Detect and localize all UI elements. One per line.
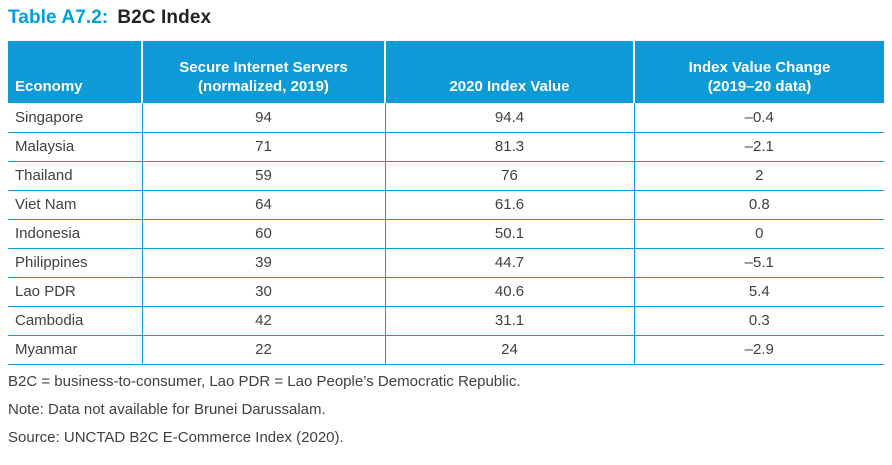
col-header-2020-index: 2020 Index Value (384, 41, 634, 103)
table-row: Philippines 39 44.7 –5.1 (8, 248, 884, 278)
index-cell: 61.6 (384, 190, 634, 220)
col-header-index-change: Index Value Change (2019–20 data) (633, 41, 884, 103)
table-row: Viet Nam 64 61.6 0.8 (8, 190, 884, 220)
index-cell: 76 (384, 161, 634, 191)
index-cell: 44.7 (384, 248, 634, 278)
table-row: Myanmar 22 24 –2.9 (8, 335, 884, 365)
table-header: Economy Secure Internet Servers (normali… (8, 41, 884, 103)
index-cell: 31.1 (384, 306, 634, 336)
table-notes: B2C = business-to-consumer, Lao PDR = La… (8, 373, 884, 447)
change-cell: 0 (633, 219, 884, 249)
economy-cell: Indonesia (8, 219, 142, 249)
economy-cell: Lao PDR (8, 277, 142, 307)
table-row: Lao PDR 30 40.6 5.4 (8, 277, 884, 307)
servers-cell: 94 (141, 103, 385, 133)
index-cell: 94.4 (384, 103, 634, 133)
header-row: Economy Secure Internet Servers (normali… (8, 41, 884, 103)
index-cell: 81.3 (384, 132, 634, 162)
economy-cell: Malaysia (8, 132, 142, 162)
change-cell: –2.1 (633, 132, 884, 162)
col-header-secure-servers: Secure Internet Servers (normalized, 201… (141, 41, 385, 103)
table-body: Singapore 94 94.4 –0.4 Malaysia 71 81.3 … (8, 103, 884, 365)
change-cell: 2 (633, 161, 884, 191)
change-cell: 0.8 (633, 190, 884, 220)
servers-cell: 59 (141, 161, 385, 191)
table-row: Malaysia 71 81.3 –2.1 (8, 132, 884, 162)
table-row: Singapore 94 94.4 –0.4 (8, 103, 884, 133)
page: Table A7.2: B2C Index Economy Secure Inte… (8, 7, 884, 447)
table-row: Thailand 59 76 2 (8, 161, 884, 191)
abbreviation-note: B2C = business-to-consumer, Lao PDR = La… (8, 372, 521, 390)
change-cell: –5.1 (633, 248, 884, 278)
servers-cell: 71 (141, 132, 385, 162)
change-cell: –0.4 (633, 103, 884, 133)
table-row: Cambodia 42 31.1 0.3 (8, 306, 884, 336)
servers-cell: 30 (141, 277, 385, 307)
change-cell: 5.4 (633, 277, 884, 307)
index-cell: 24 (384, 335, 634, 365)
economy-cell: Thailand (8, 161, 142, 191)
economy-cell: Myanmar (8, 335, 142, 365)
economy-cell: Singapore (8, 103, 142, 133)
servers-cell: 39 (141, 248, 385, 278)
economy-cell: Viet Nam (8, 190, 142, 220)
source-note: Source: UNCTAD B2C E-Commerce Index (202… (8, 428, 344, 446)
servers-cell: 42 (141, 306, 385, 336)
data-availability-note: Note: Data not available for Brunei Daru… (8, 400, 326, 418)
table-title-number: Table A7.2: (8, 7, 109, 28)
index-cell: 50.1 (384, 219, 634, 249)
col-header-economy: Economy (8, 41, 142, 103)
economy-cell: Philippines (8, 248, 142, 278)
economy-cell: Cambodia (8, 306, 142, 336)
servers-cell: 22 (141, 335, 385, 365)
servers-cell: 60 (141, 219, 385, 249)
table-title-text: B2C Index (117, 7, 212, 28)
table-title: Table A7.2: B2C Index (8, 7, 884, 29)
change-cell: –2.9 (633, 335, 884, 365)
b2c-index-table: Economy Secure Internet Servers (normali… (8, 41, 884, 365)
change-cell: 0.3 (633, 306, 884, 336)
index-cell: 40.6 (384, 277, 634, 307)
table-row: Indonesia 60 50.1 0 (8, 219, 884, 249)
servers-cell: 64 (141, 190, 385, 220)
